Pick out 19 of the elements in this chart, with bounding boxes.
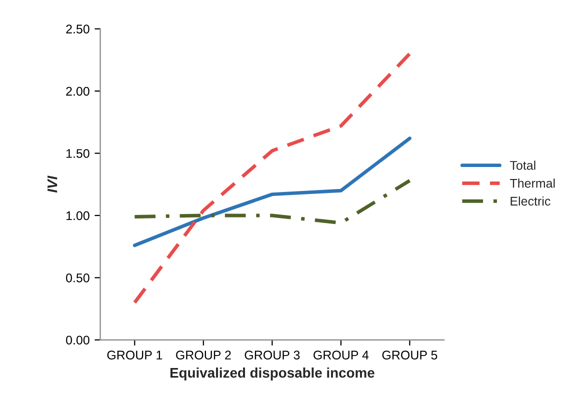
y-tick-label: 1.50 xyxy=(66,149,90,158)
y-axis-title: IVI xyxy=(48,176,58,193)
y-tick-label: 1.00 xyxy=(66,211,90,220)
line-series xyxy=(132,178,412,225)
x-axis-title: Equivalized disposable income xyxy=(170,368,374,380)
y-tick-label: 0.50 xyxy=(66,273,90,282)
y-tick-label: 2.00 xyxy=(66,86,90,96)
x-tick-label: GROUP 2 xyxy=(176,350,231,360)
line-series xyxy=(132,52,412,304)
y-tick-label: 2.50 xyxy=(66,24,90,34)
legend-label: Thermal xyxy=(510,178,555,188)
x-tick-label: GROUP 4 xyxy=(314,350,369,360)
y-tick-label: 0.00 xyxy=(66,336,90,345)
x-tick-label: GROUP 3 xyxy=(244,350,300,360)
x-tick-label: GROUP 1 xyxy=(107,350,162,360)
legend-label: Total xyxy=(510,160,536,170)
line-series xyxy=(132,136,412,248)
x-tick-label: GROUP 5 xyxy=(382,350,438,360)
legend-label: Electric xyxy=(510,196,550,206)
